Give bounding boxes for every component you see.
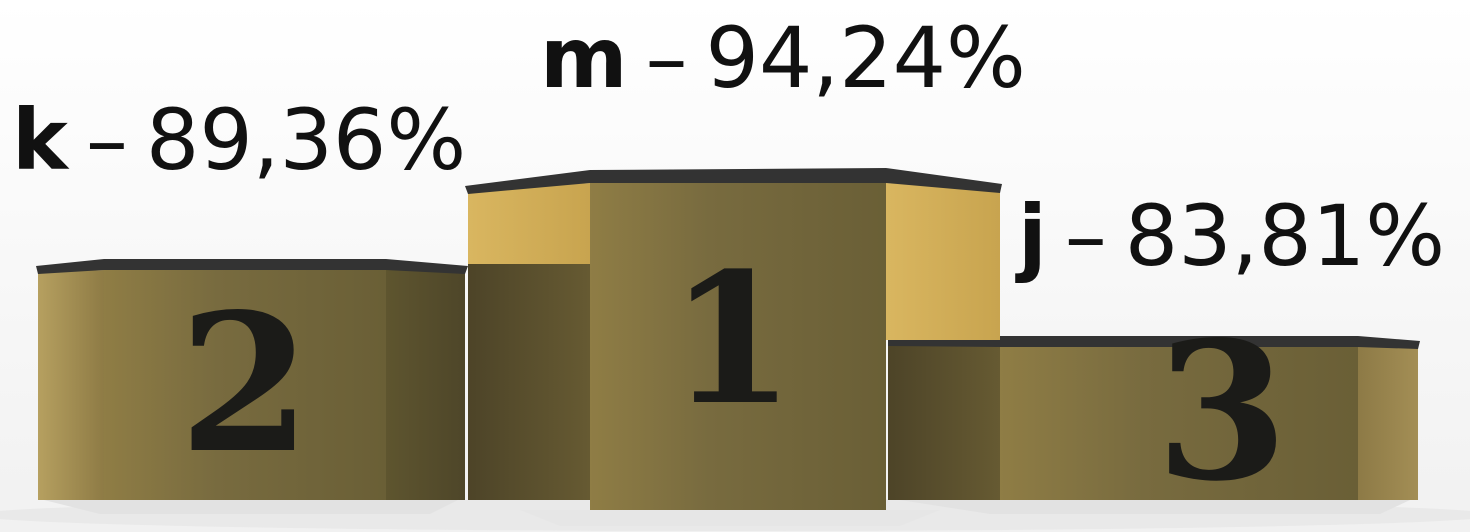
podium-second-top [36, 259, 468, 274]
second-place-separator: – [85, 91, 128, 189]
podium-first-left-lower-face [468, 264, 590, 500]
podium-first-top [465, 168, 1002, 194]
rank-1-number: 1 [669, 234, 794, 445]
podium-first-base [520, 510, 940, 526]
third-place-label: j –83,81% [1018, 194, 1445, 278]
podium-second-base [44, 500, 458, 514]
first-place-letter: m [540, 9, 628, 107]
second-place-letter: k [12, 91, 68, 189]
third-place-separator: – [1064, 187, 1107, 285]
podium-third-top [888, 336, 1420, 349]
podium-third-block: 3 [888, 300, 1420, 523]
podium-first-left-face [468, 183, 590, 264]
podium-second-left-face [38, 270, 104, 500]
second-place-score: 89,36% [145, 91, 467, 189]
podium-third-front-face [1000, 347, 1358, 500]
rank-3-number: 3 [1156, 300, 1288, 523]
podium-third-right-face [1358, 347, 1418, 500]
first-place-score: 94,24% [705, 9, 1026, 107]
podium-second-right-face [386, 270, 465, 500]
podium-first-block: 1 [465, 168, 1002, 526]
podium-first-front-face [590, 183, 886, 520]
first-place-label: m –94,24% [540, 16, 1026, 100]
podium-second-front-face [104, 270, 386, 500]
third-place-score: 83,81% [1124, 187, 1446, 285]
third-place-letter: j [1018, 187, 1047, 285]
second-place-label: k –89,36% [12, 98, 466, 182]
rank-2-number: 2 [179, 272, 311, 495]
podium-second-block: 2 [36, 259, 468, 514]
podium-first-right-face [886, 183, 1000, 340]
podium-third-gap-face [888, 340, 1000, 500]
podium-third-base [900, 500, 1410, 514]
first-place-separator: – [645, 9, 688, 107]
